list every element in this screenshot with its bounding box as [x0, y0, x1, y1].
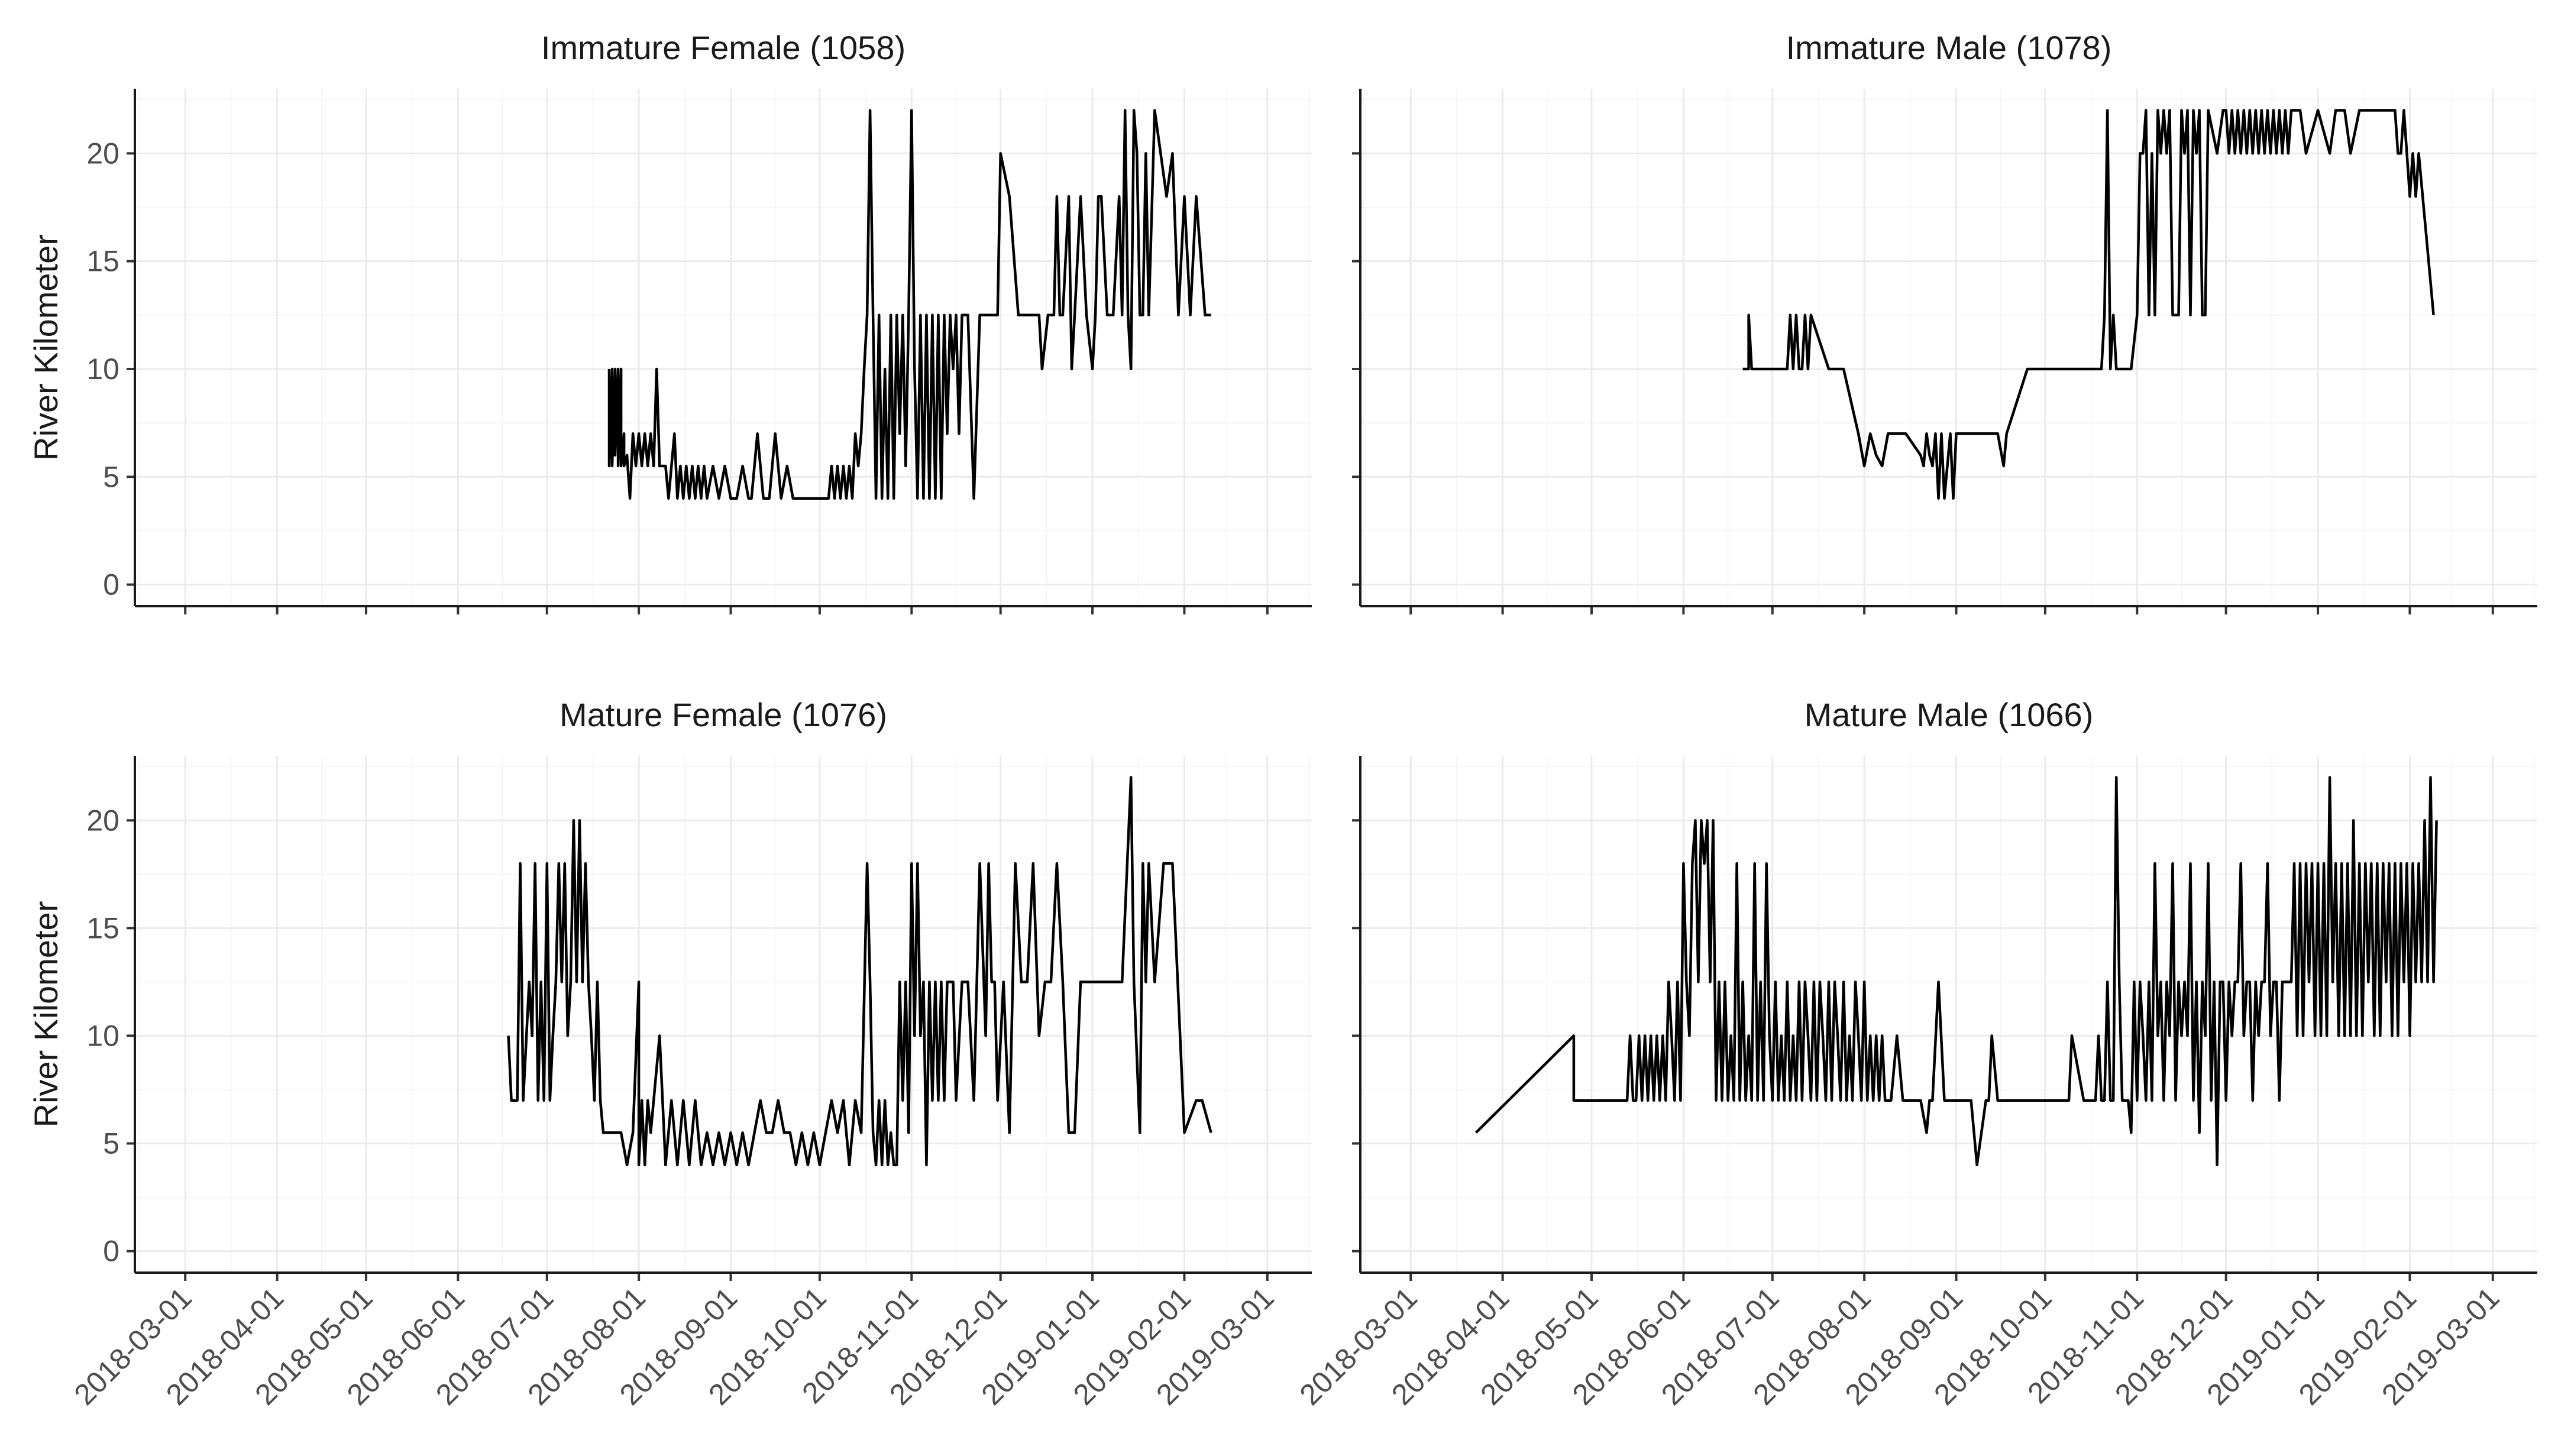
y-tick-label: 15 — [86, 911, 119, 944]
panel-title: Mature Male (1066) — [1804, 696, 2094, 733]
y-tick-label: 20 — [86, 804, 119, 837]
series-line — [607, 109, 1211, 500]
series-line — [507, 776, 1212, 1167]
y-tick-label: 0 — [103, 568, 119, 601]
panel-title: Immature Male (1078) — [1786, 29, 2112, 66]
panel-2: Immature Male (1078) — [1352, 29, 2537, 614]
panel-4: 2018-03-012018-04-012018-05-012018-06-01… — [1293, 696, 2537, 1412]
panel-title: Mature Female (1076) — [560, 696, 887, 733]
panel-3: 051015202018-03-012018-04-012018-05-0120… — [27, 696, 1312, 1412]
y-axis-label: River Kilometer — [27, 901, 64, 1128]
series-line — [1742, 109, 2435, 500]
y-tick-label: 10 — [86, 352, 119, 386]
y-tick-label: 15 — [86, 245, 119, 278]
y-axis-label: River Kilometer — [27, 234, 64, 461]
panel-title: Immature Female (1058) — [541, 29, 906, 66]
series-line — [1474, 776, 2438, 1167]
y-tick-label: 5 — [103, 460, 119, 493]
y-tick-label: 0 — [103, 1235, 119, 1268]
y-tick-label: 20 — [86, 137, 119, 170]
panel-1: 0 5 10 15 20 Immature Female (1058) River Kilo… — [27, 29, 1312, 614]
y-tick-label: 5 — [103, 1127, 119, 1160]
y-tick-label: 10 — [86, 1019, 119, 1052]
